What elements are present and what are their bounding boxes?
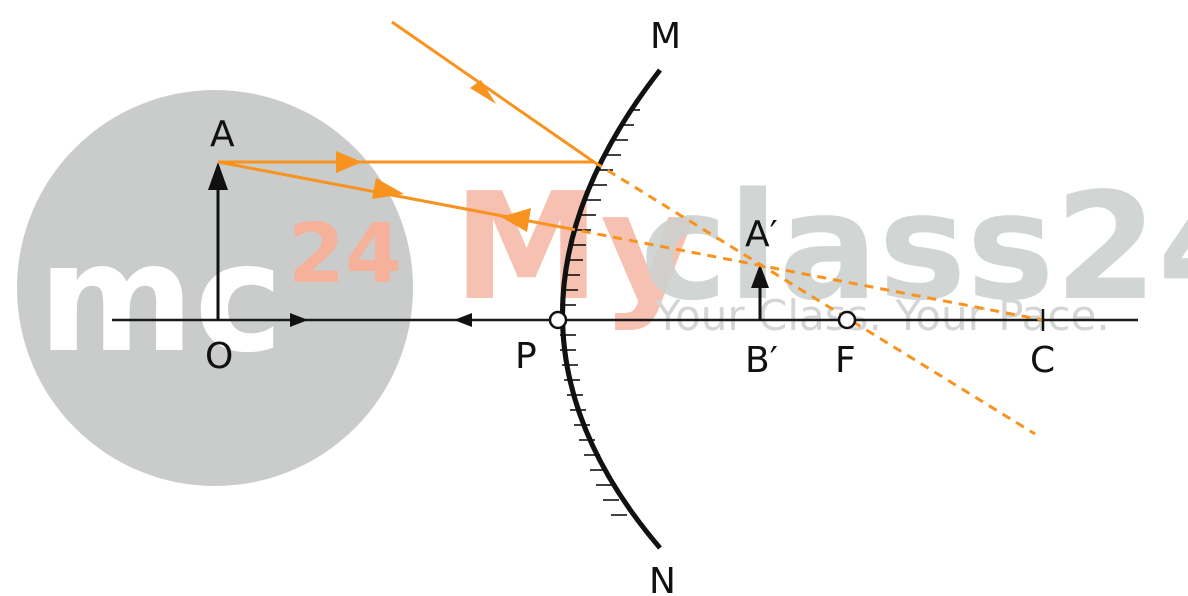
focus-point bbox=[837, 310, 857, 330]
label-c: C bbox=[1030, 340, 1055, 381]
image-arrow-head bbox=[751, 264, 769, 288]
ray-center-arrow bbox=[372, 178, 404, 199]
mirror-hatching bbox=[560, 109, 640, 516]
label-a: A bbox=[210, 114, 235, 155]
watermark: mc 24 My class24 Your Class. Your Pace. bbox=[17, 90, 1188, 486]
label-b-prime: B′ bbox=[745, 340, 778, 381]
watermark-tagline: Your Class. Your Pace. bbox=[654, 291, 1110, 340]
virtual-ray-to-center bbox=[565, 226, 1044, 322]
watermark-logo-24: 24 bbox=[288, 207, 402, 302]
label-p: P bbox=[515, 336, 537, 377]
axis-arrow-left bbox=[454, 313, 472, 327]
virtual-rays bbox=[565, 160, 1044, 436]
object-arrow-head bbox=[208, 162, 228, 190]
watermark-circle bbox=[17, 90, 413, 486]
ray-reflected-arrow bbox=[470, 80, 496, 104]
label-n: N bbox=[649, 561, 676, 596]
reflected-rays bbox=[391, 20, 595, 164]
ray-center-reflected-arrow bbox=[501, 208, 531, 232]
label-f: F bbox=[835, 340, 856, 381]
virtual-ray-to-focus bbox=[593, 160, 1036, 436]
watermark-logo-mc: mc bbox=[38, 212, 283, 386]
label-a-prime: A′ bbox=[745, 214, 778, 255]
ray-parallel-arrow bbox=[336, 151, 362, 173]
ray-parallel-reflected bbox=[391, 20, 595, 164]
axis-arrow-right bbox=[290, 313, 308, 327]
label-m: M bbox=[650, 16, 681, 57]
pole-point bbox=[548, 310, 568, 330]
label-o: O bbox=[205, 336, 233, 377]
